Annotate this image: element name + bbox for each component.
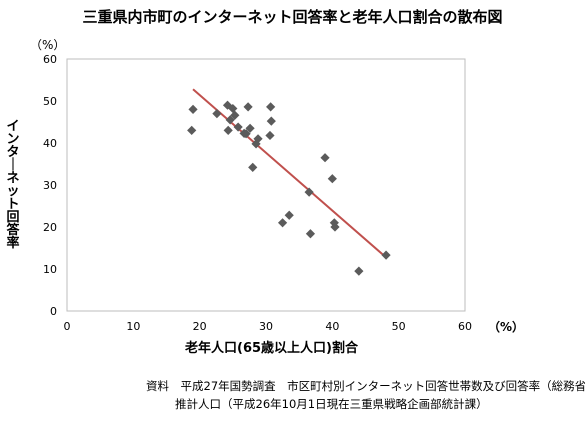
y-tick-labels: 0 10 20 30 40 50 60: [43, 53, 57, 318]
data-point: [248, 162, 258, 172]
data-point: [223, 125, 233, 135]
data-point: [212, 109, 222, 119]
trendline: [192, 88, 387, 258]
y-tick-label: 40: [43, 137, 57, 150]
data-point: [243, 102, 253, 112]
source-note-2: 推計人口（平成26年10月1日現在三重県戦略企画部統計課）: [175, 397, 488, 411]
x-tick-label: 40: [325, 320, 339, 333]
data-point: [225, 115, 235, 125]
data-point: [188, 104, 198, 114]
y-unit-label: （%）: [30, 38, 65, 52]
chart-title: 三重県内市町のインターネット回答率と老年人口割合の散布図: [82, 8, 503, 26]
data-point: [233, 122, 243, 132]
x-tick-label: 50: [392, 320, 406, 333]
data-point: [305, 229, 316, 239]
plot-area: [66, 58, 466, 312]
data-point: [304, 187, 314, 197]
x-tick-labels: 0 10 20 30 40 50 60: [64, 320, 473, 333]
x-tick-label: 10: [126, 320, 140, 333]
x-axis-label: 老年人口(65歳以上人口)割合: [184, 340, 359, 356]
x-unit-label: （%）: [488, 319, 524, 334]
data-point: [253, 134, 263, 144]
y-tick-label: 20: [43, 221, 57, 234]
data-point: [187, 125, 197, 135]
y-tick-label: 60: [43, 53, 57, 66]
data-point: [327, 174, 337, 184]
data-points: [187, 100, 391, 276]
x-tick-label: 0: [64, 320, 71, 333]
data-point: [230, 110, 240, 120]
x-tick-label: 30: [259, 320, 273, 333]
y-axis-label: インタ｜ネット回答率: [6, 119, 20, 251]
data-point: [330, 222, 340, 232]
data-point: [228, 103, 238, 114]
data-point: [284, 210, 294, 220]
data-point: [265, 130, 275, 141]
y-tick-label: 50: [43, 95, 57, 108]
data-point: [381, 250, 391, 260]
y-tick-label: 10: [43, 263, 57, 276]
data-point: [251, 139, 261, 149]
x-tick-label: 20: [193, 320, 207, 333]
data-point: [241, 129, 251, 139]
data-point: [329, 218, 339, 228]
x-tick-label: 60: [458, 320, 472, 333]
data-point: [266, 102, 276, 112]
y-tick-label: 0: [50, 305, 57, 318]
data-point: [354, 266, 364, 276]
y-tick-label: 30: [43, 179, 57, 192]
data-point: [320, 153, 330, 163]
data-point: [277, 218, 288, 228]
source-note-1: 資料 平成27年国勢調査 市区町村別インターネット回答世帯数及び回答率（総務省）: [146, 379, 585, 393]
data-point: [245, 123, 255, 133]
data-point: [266, 116, 276, 126]
